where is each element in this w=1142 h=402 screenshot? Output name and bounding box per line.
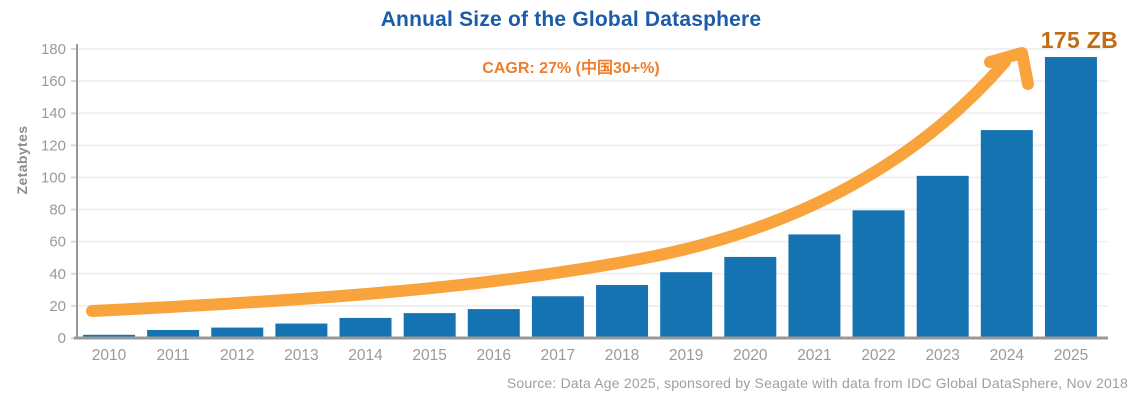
x-tick-label-2020: 2020 xyxy=(733,347,768,364)
x-tick-label-2014: 2014 xyxy=(348,347,383,364)
bar-2012 xyxy=(211,327,264,338)
x-tick-label-2010: 2010 xyxy=(92,347,127,364)
x-tick-label-2017: 2017 xyxy=(541,347,575,364)
bar-2014 xyxy=(339,317,392,338)
trend-arrow-head xyxy=(984,47,1034,90)
cagr-annotation: CAGR: 27% (中国30+%) xyxy=(482,60,660,77)
source-credit: Source: Data Age 2025, sponsored by Seag… xyxy=(506,375,1128,391)
x-tick-label-2018: 2018 xyxy=(605,347,639,364)
y-tick-label-60: 60 xyxy=(49,234,66,251)
bar-2025 xyxy=(1044,57,1097,339)
bar-2018 xyxy=(596,285,649,338)
bar-2015 xyxy=(403,313,456,338)
x-tick-label-2011: 2011 xyxy=(156,347,189,364)
x-tick-label-2019: 2019 xyxy=(669,347,703,364)
x-tick-label-2024: 2024 xyxy=(990,347,1025,364)
x-tick-label-2015: 2015 xyxy=(412,347,446,364)
bar-2011 xyxy=(147,329,200,338)
bar-2022 xyxy=(852,210,905,338)
y-tick-label-80: 80 xyxy=(49,202,66,219)
x-tick-label-2021: 2021 xyxy=(797,347,831,364)
x-tick-label-2023: 2023 xyxy=(925,347,959,364)
x-tick-label-2022: 2022 xyxy=(861,347,895,364)
y-tick-label-20: 20 xyxy=(49,298,66,315)
bar-2017 xyxy=(531,296,584,338)
x-tick-label-2012: 2012 xyxy=(220,347,254,364)
chart-title: Annual Size of the Global Datasphere xyxy=(380,8,762,31)
bar-2021 xyxy=(788,234,841,338)
bar-2024 xyxy=(980,130,1033,338)
bar-2020 xyxy=(724,256,777,338)
y-tick-label-100: 100 xyxy=(41,169,66,186)
bar-2016 xyxy=(467,309,520,338)
y-tick-label-180: 180 xyxy=(41,41,66,58)
bar-2010 xyxy=(83,334,135,338)
y-tick-label-120: 120 xyxy=(41,137,66,154)
bar-2019 xyxy=(660,272,713,338)
bar-2023 xyxy=(916,175,969,338)
x-tick-label-2013: 2013 xyxy=(284,347,318,364)
x-tick-label-2016: 2016 xyxy=(477,347,511,364)
trend-arrow-shaft xyxy=(86,56,1011,317)
y-tick-label-0: 0 xyxy=(58,330,66,347)
x-tick-label-2025: 2025 xyxy=(1054,347,1088,364)
y-tick-label-40: 40 xyxy=(49,266,66,283)
y-tick-label-160: 160 xyxy=(41,73,66,90)
y-tick-label-140: 140 xyxy=(41,105,66,122)
bar-2013 xyxy=(275,323,328,338)
